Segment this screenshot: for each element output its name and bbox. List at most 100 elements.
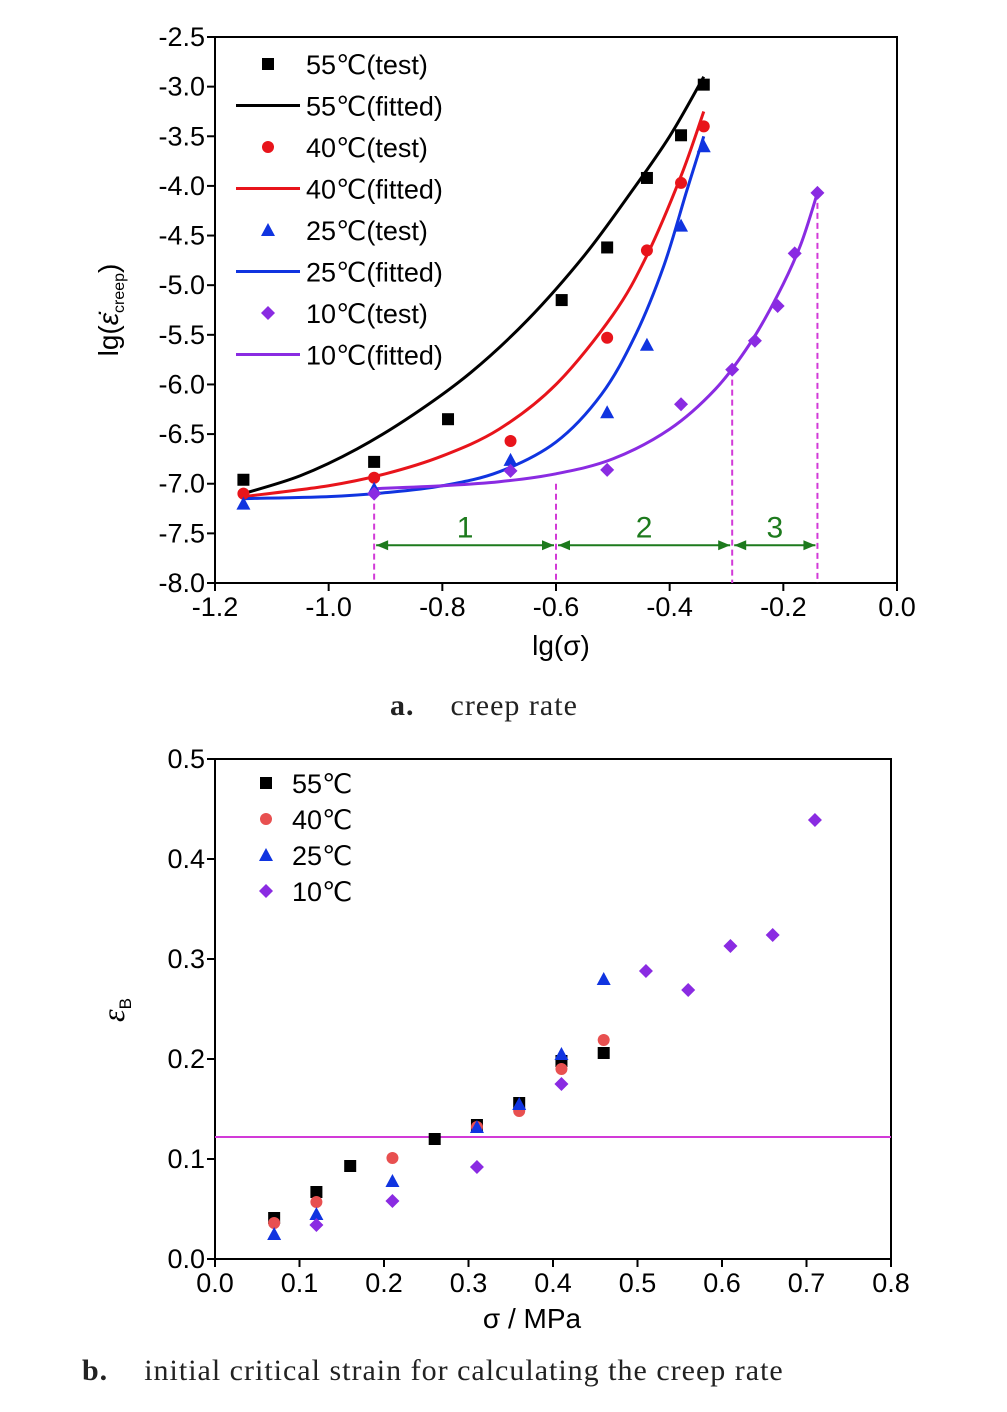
chart-a-y-tick-label: -5.0 bbox=[158, 270, 205, 300]
chart-a-x-axis-label: lg(σ) bbox=[532, 630, 590, 661]
data-point-55℃ bbox=[428, 1133, 441, 1145]
data-point-25℃ bbox=[267, 1227, 282, 1240]
chart-b-y-tick-label: 0.4 bbox=[167, 844, 205, 874]
data-point-40℃ bbox=[386, 1152, 399, 1164]
data-point-55c-test bbox=[237, 473, 250, 486]
data-point-40c-test bbox=[640, 244, 653, 257]
data-point-25℃ bbox=[385, 1174, 400, 1187]
chart-b-y-tick-label: 0.0 bbox=[167, 1244, 205, 1274]
chart-b-ticks: 0.0 0.1 0.2 0.3 0.4 0.5 0.6 0.7 0.8 0.0 0.1 0.2 0.3 0… bbox=[167, 744, 909, 1298]
chart-a-y-tick-label: -4.5 bbox=[158, 221, 205, 251]
chart-a-x-tick-label: -0.6 bbox=[533, 592, 580, 622]
data-point-10c-test bbox=[503, 463, 518, 478]
data-point-25℃ bbox=[554, 1047, 569, 1060]
data-point-25℃ bbox=[512, 1097, 527, 1110]
legend-label: 10℃ bbox=[292, 877, 352, 907]
data-point-55c-test bbox=[555, 294, 568, 307]
legend-marker-40℃ bbox=[260, 813, 272, 825]
chart-b-y-tick-label: 0.5 bbox=[167, 744, 205, 774]
caption-a-text: creep rate bbox=[451, 689, 578, 722]
chart-a-y-tick-label: -8.0 bbox=[158, 568, 205, 598]
data-point-10℃ bbox=[723, 939, 738, 953]
chart-a-test-points bbox=[236, 78, 825, 510]
legend-marker-10c-test bbox=[261, 306, 275, 320]
region-arrow-head bbox=[376, 540, 389, 551]
data-point-55c-test bbox=[368, 455, 381, 468]
data-point-40℃ bbox=[310, 1196, 323, 1208]
chart-b-y-tick-label: 0.1 bbox=[167, 1144, 205, 1174]
fitted-line-40c bbox=[243, 110, 706, 499]
legend-label: 10℃(fitted) bbox=[306, 341, 443, 371]
region-label: 3 bbox=[766, 511, 783, 544]
chart-b-x-tick-label: 0.8 bbox=[872, 1268, 910, 1298]
region-label: 2 bbox=[636, 511, 653, 544]
legend-marker-25c-test bbox=[261, 223, 275, 236]
data-point-10℃ bbox=[385, 1194, 400, 1208]
chart-b-x-axis-label: σ / MPa bbox=[483, 1303, 582, 1334]
chart-b-critical-strain: 0.0 0.1 0.2 0.3 0.4 0.5 0.6 0.7 0.8 0.0 0.1 0.2 0.3 0… bbox=[95, 744, 910, 1334]
chart-b-x-tick-label: 0.1 bbox=[281, 1268, 319, 1298]
chart-b-x-tick-label: 0.7 bbox=[788, 1268, 826, 1298]
data-point-10℃ bbox=[554, 1077, 569, 1091]
chart-a-fitted-lines bbox=[242, 75, 819, 501]
data-point-10c-test bbox=[674, 397, 689, 412]
data-point-10℃ bbox=[309, 1218, 324, 1232]
caption-b: b. initial critical strain for calculatin… bbox=[82, 1354, 784, 1387]
data-point-25c-test bbox=[639, 337, 654, 351]
data-point-55℃ bbox=[344, 1160, 357, 1172]
data-point-55c-test bbox=[442, 413, 455, 426]
data-point-55c-test bbox=[697, 78, 710, 91]
chart-b-y-tick-label: 0.2 bbox=[167, 1044, 205, 1074]
data-point-10c-test bbox=[770, 299, 785, 314]
data-point-55℃ bbox=[310, 1186, 323, 1198]
fitted-line-10c bbox=[374, 192, 819, 491]
region-arrow-head bbox=[558, 540, 570, 551]
data-point-55c-test bbox=[601, 241, 614, 254]
region-arrow-head bbox=[734, 540, 747, 551]
chart-a-x-tick-label: -0.8 bbox=[419, 592, 466, 622]
chart-b-x-tick-label: 0.2 bbox=[365, 1268, 403, 1298]
legend-label: 25℃(fitted) bbox=[306, 258, 443, 288]
caption-a-letter: a. bbox=[390, 689, 415, 722]
data-point-10℃ bbox=[681, 983, 696, 997]
data-point-10℃ bbox=[638, 964, 653, 978]
chart-a-ticks: -1.2 -1.0 -0.8 -0.6 -0.4 -0.2 0.0 -2.5 -3.0 -3.5 -… bbox=[158, 22, 915, 622]
chart-a-x-tick-label: -1.2 bbox=[192, 592, 239, 622]
chart-b-y-axis-label: εB bbox=[95, 998, 135, 1022]
chart-a-y-tick-label: -7.0 bbox=[158, 469, 205, 499]
data-point-10c-test bbox=[810, 185, 825, 200]
chart-b-points bbox=[267, 813, 822, 1240]
data-point-40c-test bbox=[504, 435, 517, 448]
data-point-10c-test bbox=[600, 462, 615, 477]
chart-b-x-tick-label: 0.0 bbox=[196, 1268, 234, 1298]
region-arrow-head bbox=[542, 540, 554, 551]
chart-a-x-tick-label: 0.0 bbox=[878, 592, 916, 622]
chart-a-y-tick-label: -2.5 bbox=[158, 22, 205, 52]
data-point-10c-test bbox=[725, 362, 740, 377]
data-point-10c-test bbox=[787, 246, 802, 261]
legend-label: 40℃(fitted) bbox=[306, 175, 443, 205]
data-point-25c-test bbox=[600, 405, 615, 419]
chart-a-y-axis-label: lg(ε̇creep) bbox=[93, 264, 128, 357]
region-label: 1 bbox=[457, 511, 474, 544]
data-point-10c-test bbox=[367, 486, 382, 501]
chart-b-x-tick-label: 0.3 bbox=[450, 1268, 488, 1298]
legend-marker-55℃ bbox=[260, 777, 272, 789]
caption-b-text: initial critical strain for calculating … bbox=[144, 1354, 784, 1387]
data-point-40c-test bbox=[368, 471, 381, 484]
legend-label: 10℃(test) bbox=[306, 299, 428, 329]
caption-a: a. creep rate bbox=[390, 689, 578, 722]
data-point-25c-test bbox=[696, 139, 711, 153]
data-point-10c-test bbox=[747, 333, 762, 348]
data-point-25c-test bbox=[674, 218, 689, 232]
legend-marker-10℃ bbox=[259, 884, 273, 898]
data-point-55c-test bbox=[640, 171, 653, 184]
data-point-40℃ bbox=[555, 1063, 568, 1075]
data-point-40℃ bbox=[597, 1034, 610, 1046]
data-point-55c-test bbox=[675, 129, 688, 142]
chart-a-y-tick-label: -3.5 bbox=[158, 121, 205, 151]
data-point-40℃ bbox=[268, 1217, 281, 1229]
chart-a-x-tick-label: -0.4 bbox=[646, 592, 693, 622]
